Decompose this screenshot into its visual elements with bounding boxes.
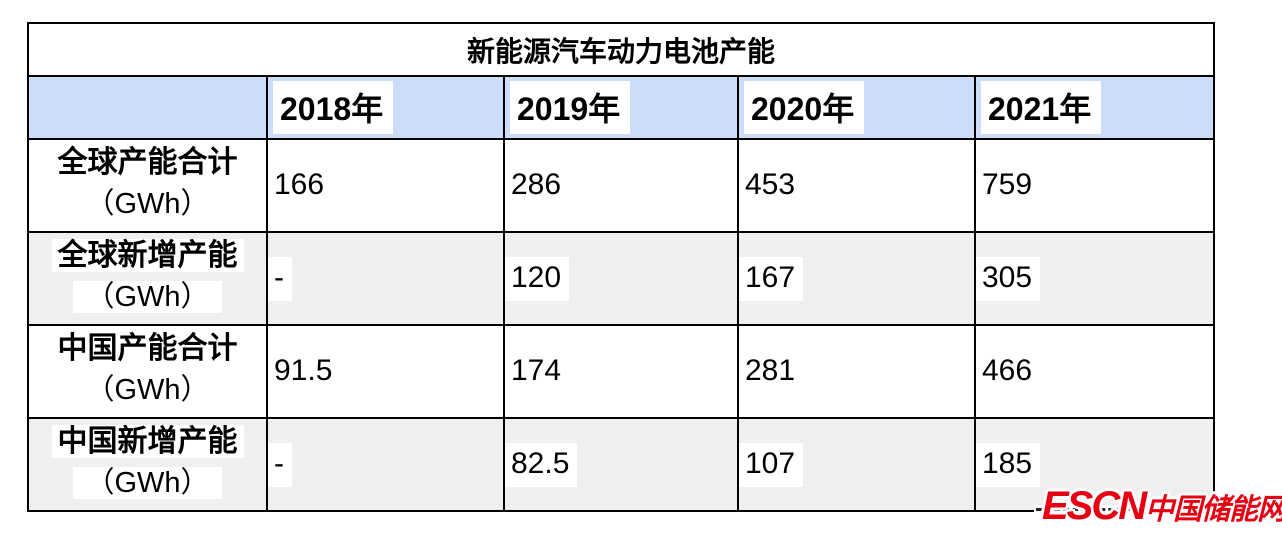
row-header-china-total: 中国产能合计 （GWh） bbox=[27, 324, 268, 419]
year-header-2021: 2021年 bbox=[974, 75, 1215, 140]
row-unit: （GWh） bbox=[73, 188, 222, 220]
row-label: 中国产能合计 bbox=[51, 332, 244, 365]
row-label: 全球新增产能 bbox=[51, 239, 244, 272]
value-cell: 91.5 bbox=[266, 324, 505, 419]
escn-logo-latin: ESCN bbox=[1042, 484, 1147, 528]
year-header-2020: 2020年 bbox=[737, 75, 976, 140]
year-label: 2021年 bbox=[981, 81, 1102, 134]
row-header-global-added: 全球新增产能 （GWh） bbox=[27, 231, 268, 326]
row-global-total: 全球产能合计 （GWh） 166 286 453 759 bbox=[27, 138, 1215, 233]
row-global-added: 全球新增产能 （GWh） - 120 167 305 bbox=[27, 231, 1215, 326]
year-header-2019: 2019年 bbox=[503, 75, 739, 140]
table-title: 新能源汽车动力电池产能 bbox=[458, 34, 783, 68]
year-label: 2020年 bbox=[744, 81, 865, 134]
value-cell: 107 bbox=[737, 417, 976, 512]
value-cell: - bbox=[266, 417, 505, 512]
escn-logo-chinese: 中国储能网 bbox=[1145, 494, 1282, 526]
row-unit: （GWh） bbox=[73, 374, 222, 406]
value-cell: 166 bbox=[266, 138, 505, 233]
title-row: 新能源汽车动力电池产能 bbox=[27, 22, 1215, 77]
year-label: 2018年 bbox=[273, 81, 394, 134]
value-cell: 82.5 bbox=[503, 417, 739, 512]
year-label: 2019年 bbox=[510, 81, 631, 134]
value-cell: 305 bbox=[974, 231, 1215, 326]
row-label: 全球产能合计 bbox=[51, 146, 244, 179]
value-cell: 286 bbox=[503, 138, 739, 233]
value-cell: 466 bbox=[974, 324, 1215, 419]
row-china-added: 中国新增产能 （GWh） - 82.5 107 185 bbox=[27, 417, 1215, 512]
value-cell: 759 bbox=[974, 138, 1215, 233]
row-unit: （GWh） bbox=[73, 281, 222, 313]
escn-watermark-logo: ESCN中国储能网 bbox=[1033, 484, 1282, 528]
row-label: 中国新增产能 bbox=[51, 425, 244, 458]
value-cell: 281 bbox=[737, 324, 976, 419]
value-cell: 453 bbox=[737, 138, 976, 233]
value-cell: 185 bbox=[974, 417, 1215, 512]
corner-cell bbox=[27, 75, 268, 140]
value-cell: 174 bbox=[503, 324, 739, 419]
row-header-china-added: 中国新增产能 （GWh） bbox=[27, 417, 268, 512]
year-header-2018: 2018年 bbox=[266, 75, 505, 140]
value-cell: - bbox=[266, 231, 505, 326]
row-unit: （GWh） bbox=[73, 467, 222, 499]
header-row: 2018年 2019年 2020年 2021年 bbox=[27, 75, 1215, 140]
row-header-global-total: 全球产能合计 （GWh） bbox=[27, 138, 268, 233]
value-cell: 167 bbox=[737, 231, 976, 326]
value-cell: 120 bbox=[503, 231, 739, 326]
battery-capacity-table: 新能源汽车动力电池产能 2018年 2019年 2020年 2021年 全球产能… bbox=[27, 22, 1215, 512]
row-china-total: 中国产能合计 （GWh） 91.5 174 281 466 bbox=[27, 324, 1215, 419]
table-title-cell: 新能源汽车动力电池产能 bbox=[27, 22, 1215, 77]
